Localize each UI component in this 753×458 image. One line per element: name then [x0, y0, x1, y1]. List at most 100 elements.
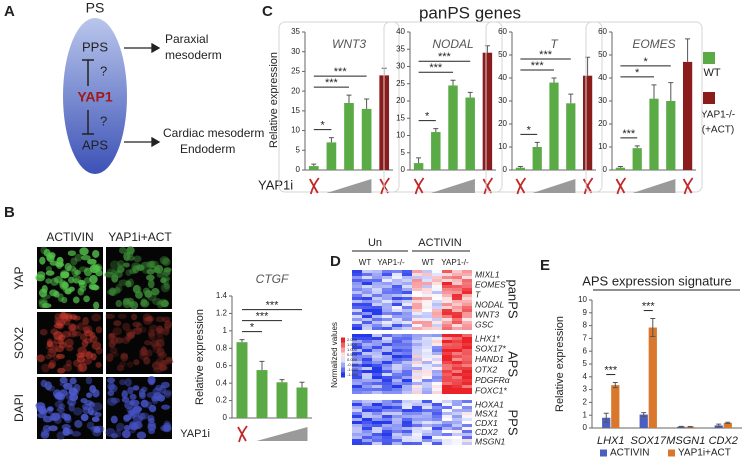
heat-cell: [352, 321, 362, 324]
heat-cell: [352, 300, 362, 303]
heat-cell: [392, 361, 402, 364]
chart-title: EOMES: [632, 37, 675, 51]
heat-cell: [412, 376, 422, 379]
nucleus: [67, 250, 77, 257]
heat-cell: [372, 321, 382, 324]
nucleus: [56, 353, 65, 359]
heat-cell: [352, 303, 362, 306]
heat-cell: [372, 391, 382, 394]
nucleus: [57, 393, 65, 400]
heat-cell: [392, 400, 402, 403]
heat-cell: [442, 376, 452, 379]
heat-cell: [352, 427, 362, 430]
heat-cell: [362, 288, 372, 291]
heat-cell: [422, 352, 432, 355]
heat-cell: [412, 433, 422, 436]
nucleus: [46, 407, 53, 414]
row-label: SOX2: [12, 327, 26, 359]
heat-cell: [372, 388, 382, 391]
heat-cell: [462, 415, 472, 418]
nucleus: [83, 295, 90, 303]
y-tick-label: 30: [291, 47, 300, 56]
heat-cell: [362, 321, 372, 324]
heat-cell: [352, 403, 362, 406]
heat-cell: [462, 400, 472, 403]
nucleus: [152, 346, 162, 354]
nucleus: [89, 331, 96, 339]
heat-cell: [382, 309, 392, 312]
nucleus: [147, 423, 157, 431]
heat-cell: [432, 391, 442, 394]
nucleus: [49, 289, 58, 297]
heat-cell: [362, 297, 372, 300]
heat-cell: [412, 400, 422, 403]
heat-cell: [452, 367, 462, 370]
nucleus: [158, 351, 168, 359]
nucleus: [146, 274, 155, 281]
nucleus: [65, 314, 73, 320]
nucleus: [153, 266, 161, 273]
nucleus: [132, 285, 142, 294]
heat-cell: [402, 415, 412, 418]
heat-cell: [362, 403, 372, 406]
bar: [649, 98, 659, 170]
nucleus: [59, 311, 67, 320]
heat-cell: [382, 349, 392, 352]
heat-cell: [402, 373, 412, 376]
nucleus: [48, 347, 58, 354]
heat-cell: [462, 370, 472, 373]
y-tick-label: 50: [498, 50, 507, 59]
nucleus: [91, 416, 100, 423]
heat-cell: [392, 270, 402, 273]
heat-cell: [462, 306, 472, 309]
heat-cell: [452, 409, 462, 412]
heat-cell: [452, 391, 462, 394]
heat-cell: [422, 303, 432, 306]
chart-title: NODAL: [432, 37, 473, 51]
nucleus: [50, 277, 59, 286]
heat-cell: [412, 358, 422, 361]
y-axis-label: Relative expression: [268, 52, 280, 148]
error-bar: [716, 423, 722, 428]
heat-cell: [452, 309, 462, 312]
error-bar: [328, 137, 334, 143]
heat-cell: [372, 315, 382, 318]
heat-cell: [402, 361, 412, 364]
heat-cell: [422, 355, 432, 358]
nucleus: [117, 264, 125, 273]
heat-cell: [382, 373, 392, 376]
nucleus: [39, 328, 48, 336]
heat-cell: [412, 388, 422, 391]
heat-cell: [382, 400, 392, 403]
colorbar-cell: [341, 367, 345, 373]
heat-cell: [442, 270, 452, 273]
heat-cell: [362, 409, 372, 412]
nucleus: [47, 348, 57, 358]
heat-cell: [422, 327, 432, 330]
heat-cell: [412, 346, 422, 349]
nucleus: [108, 340, 116, 349]
heat-cell: [452, 282, 462, 285]
nucleus: [153, 367, 163, 373]
heat-cell: [422, 400, 432, 403]
heat-cell: [412, 352, 422, 355]
heat-cell: [452, 279, 462, 282]
heat-cell: [372, 349, 382, 352]
nucleus: [68, 329, 78, 338]
heat-cell: [422, 424, 432, 427]
nucleus: [67, 276, 75, 284]
heat-cell: [432, 300, 442, 303]
heat-cell: [452, 433, 462, 436]
heat-cell: [352, 421, 362, 424]
nucleus: [120, 353, 129, 362]
nucleus: [82, 316, 89, 326]
heat-cell: [372, 273, 382, 276]
heat-cell: [392, 442, 402, 445]
nucleus: [115, 337, 123, 344]
heat-cell: [392, 352, 402, 355]
heat-cell: [362, 300, 372, 303]
heat-cell: [412, 385, 422, 388]
nucleus: [61, 281, 69, 289]
bar: [666, 101, 676, 170]
heat-cell: [462, 355, 472, 358]
